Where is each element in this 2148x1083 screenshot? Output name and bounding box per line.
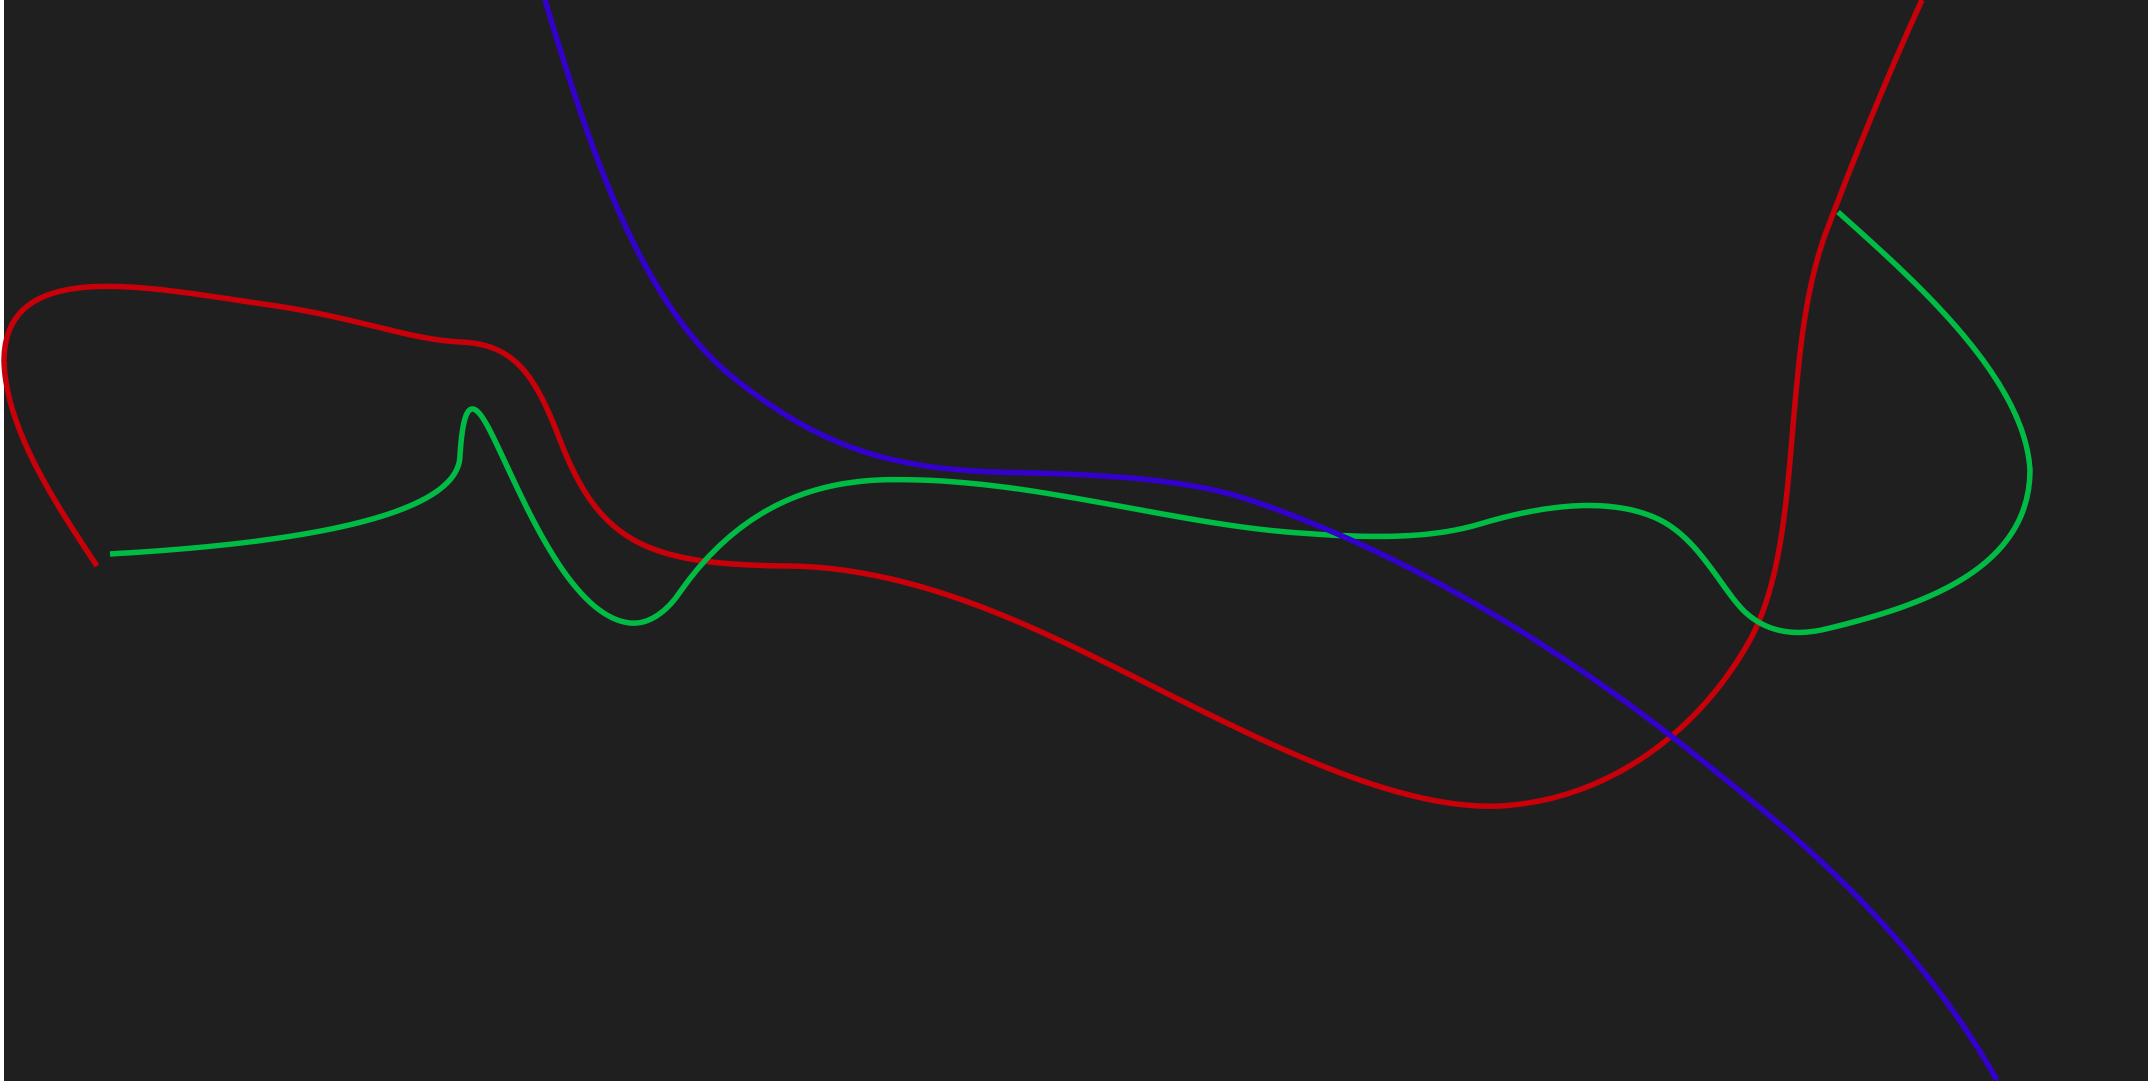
dark-background [4,0,2148,1081]
green-curve [109,209,2033,636]
blue-curve [542,0,2000,1082]
red-curve [1,0,1925,809]
